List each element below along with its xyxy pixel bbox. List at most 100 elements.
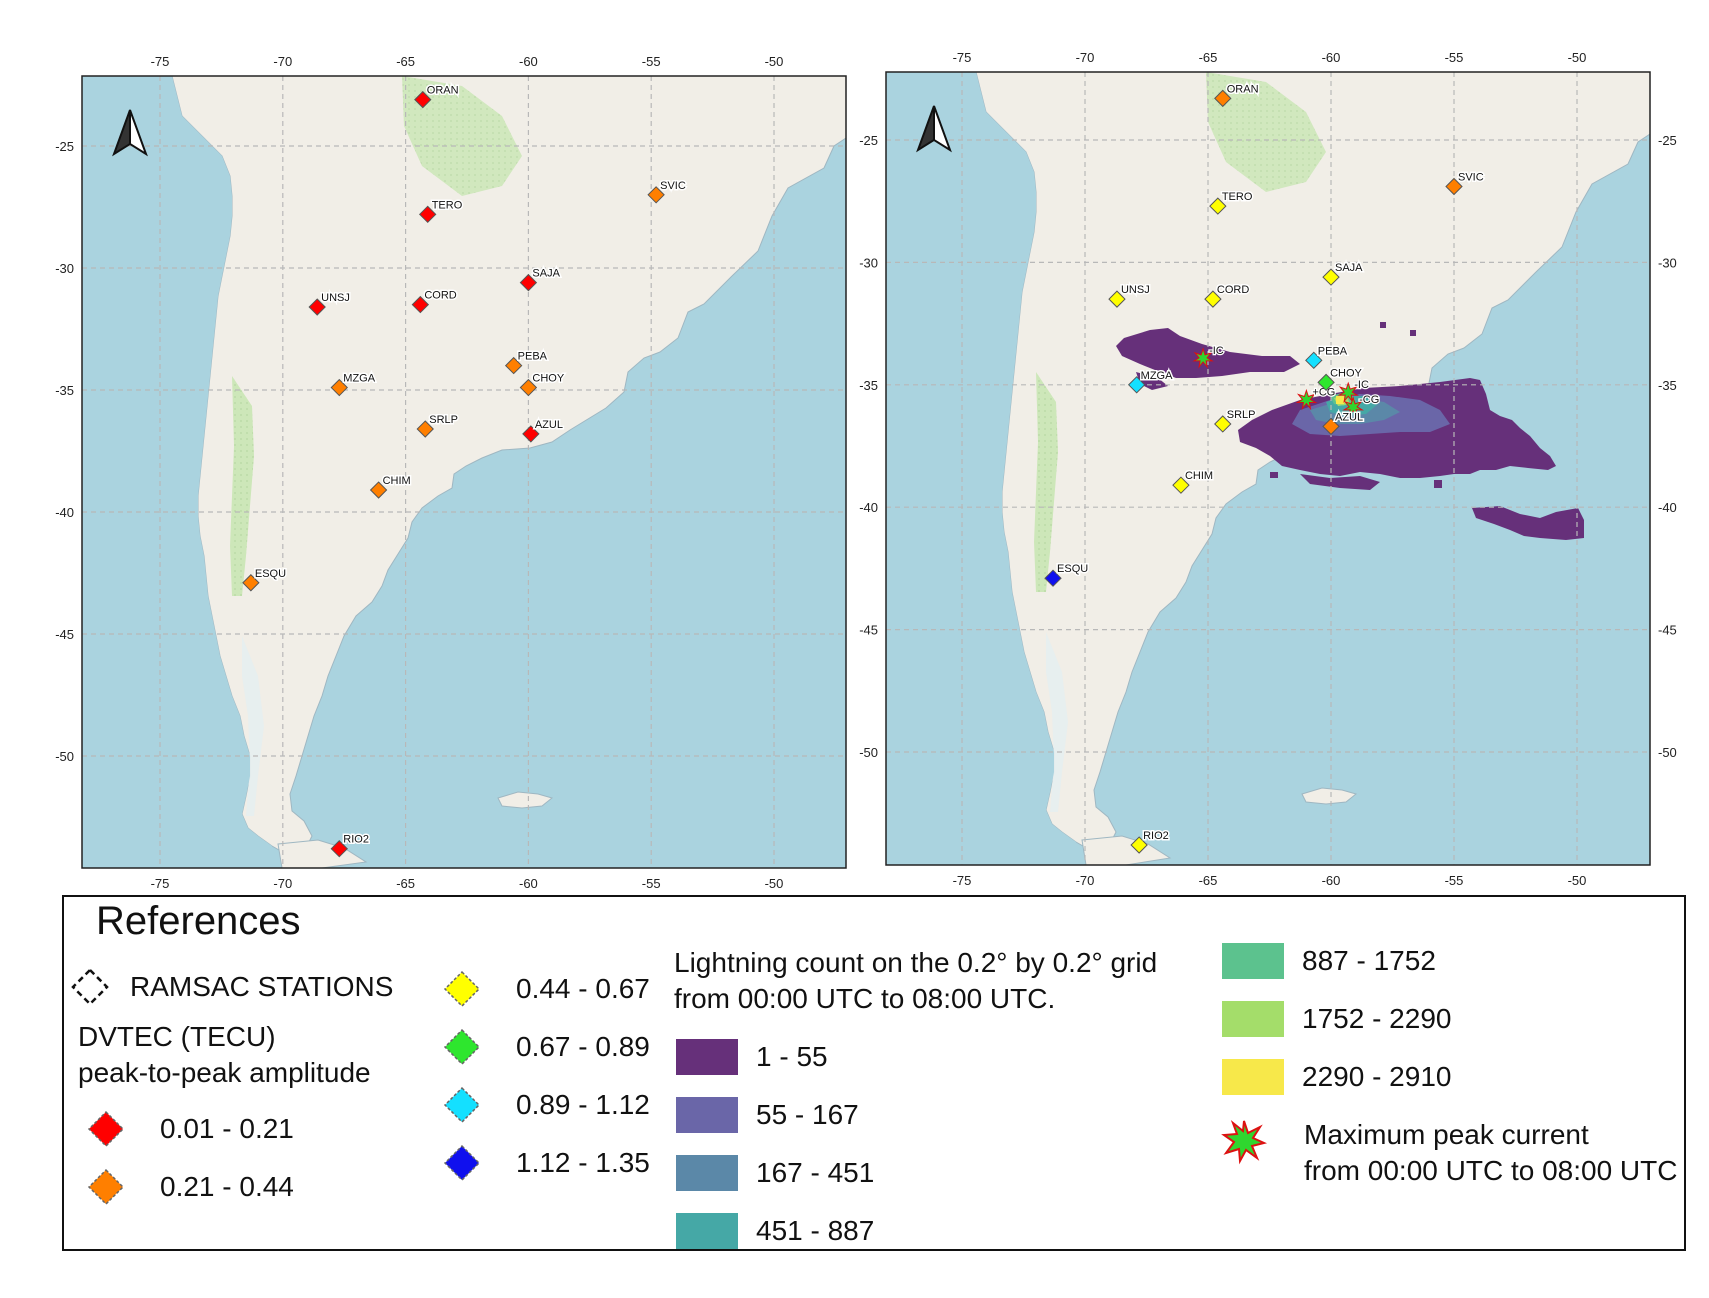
peak-current-star-icon	[1192, 347, 1214, 369]
station-diamond-icon	[1108, 290, 1126, 308]
station-diamond-icon	[522, 425, 540, 443]
station-marker[interactable]: CHIM	[1172, 469, 1215, 494]
lon-tick-label-top: -65	[396, 54, 415, 69]
dvtec-class-diamond-icon	[87, 1168, 125, 1206]
station-marker[interactable]: RIO2	[1130, 829, 1170, 854]
lightning-cells-south	[1300, 474, 1380, 490]
station-marker[interactable]: UNSJ	[1108, 283, 1151, 308]
station-diamond-icon	[1130, 836, 1148, 854]
lightning-cell	[1270, 472, 1278, 478]
north-arrow-icon	[916, 105, 952, 153]
lon-tick-label-bottom: -50	[1568, 873, 1587, 888]
andes-forest	[1034, 372, 1058, 592]
station-marker[interactable]: CHIM	[369, 474, 412, 499]
station-marker[interactable]: SRLP	[1214, 407, 1257, 433]
station-marker[interactable]: ESQU	[1044, 562, 1090, 587]
station-label: MZGA	[1141, 370, 1173, 382]
stations-left: ORAN TERO SVIC SAJA UNSJ CORD PEBA MZGA CHOY SRLP…	[242, 83, 687, 858]
lon-tick-label-top: -50	[1568, 50, 1587, 65]
peak-current-star-icon	[1342, 396, 1364, 418]
station-marker[interactable]: TERO	[418, 198, 464, 224]
station-marker[interactable]: AZUL	[522, 417, 564, 443]
peak-current-label: -IC	[1209, 345, 1224, 357]
station-marker[interactable]: TERO	[1209, 190, 1254, 215]
lat-tick-label-left: -25	[55, 139, 74, 154]
lightning-class-swatch	[676, 1213, 738, 1249]
dvtec-subtitle: peak-to-peak amplitude	[78, 1057, 371, 1088]
dvtec-class-diamond-icon	[443, 1028, 481, 1066]
station-marker[interactable]: CHOY	[1317, 366, 1364, 392]
station-marker[interactable]: RIO2	[330, 832, 370, 858]
legend-title: References	[96, 899, 301, 943]
lon-tick-label-top: -65	[1199, 50, 1218, 65]
station-marker[interactable]: CHOY	[519, 371, 566, 397]
lon-tick-label-bottom: -55	[642, 876, 661, 891]
station-label: ORAN	[1227, 83, 1259, 95]
lightning-cell	[1410, 330, 1416, 336]
dvtec-class-label: 0.89 - 1.12	[516, 1089, 650, 1120]
station-label: ESQU	[255, 568, 286, 580]
station-marker[interactable]: CORD	[411, 288, 458, 314]
station-diamond-icon	[330, 840, 348, 858]
dvtec-class-diamond-icon	[87, 1110, 125, 1148]
station-diamond-icon	[519, 273, 538, 292]
peak-current-star-icon	[1295, 388, 1318, 411]
lat-tick-label-left: -50	[55, 749, 74, 764]
station-label: MZGA	[343, 373, 375, 385]
peak-current-label: -CG	[1359, 394, 1379, 406]
station-label: CHIM	[1185, 470, 1213, 482]
lon-tick-label-bottom: -75	[151, 876, 170, 891]
station-label: SAJA	[532, 268, 560, 280]
falkland-islands	[1301, 787, 1358, 805]
station-diamond-icon	[308, 298, 326, 316]
station-marker[interactable]: SVIC	[1445, 170, 1485, 196]
peak-current-markers: -IC +CG -IC -CG	[1192, 344, 1381, 418]
dvtec-class-label: 1.12 - 1.35	[516, 1147, 650, 1178]
station-diamond-icon	[647, 186, 665, 204]
lon-tick-label-top: -60	[519, 54, 538, 69]
station-label: ORAN	[427, 85, 459, 97]
station-marker[interactable]: PEBA	[504, 349, 549, 375]
station-marker[interactable]: MZGA	[1127, 368, 1175, 394]
station-marker[interactable]: AZUL	[1322, 410, 1365, 436]
station-marker[interactable]: PEBA	[1305, 344, 1349, 370]
lon-tick-label-top: -60	[1322, 50, 1341, 65]
lon-tick-label-bottom: -70	[273, 876, 292, 891]
station-marker[interactable]: MZGA	[330, 371, 377, 397]
station-marker[interactable]: ORAN	[414, 83, 460, 109]
lat-tick-label-left: -25	[859, 133, 878, 148]
map-panel-left: -75 -75 -70 -70 -65 -65 -60 -60 -55 -55 -50 -50 -25 -…	[55, 54, 847, 891]
pacific-coast-ocean	[886, 72, 1082, 865]
lat-tick-label-right: -25	[1658, 133, 1677, 148]
patagonia-ice	[242, 636, 264, 816]
lon-tick-label-bottom: -60	[1322, 873, 1341, 888]
chaco-forest	[402, 76, 522, 196]
station-marker[interactable]: SRLP	[416, 413, 459, 438]
lat-tick-label-left: -35	[55, 383, 74, 398]
axis-ticks-left: -75 -75 -70 -70 -65 -65 -60 -60 -55 -55 -50 -50 -25 -…	[55, 54, 783, 891]
lat-tick-label-right: -45	[1658, 623, 1677, 638]
dvtec-class-diamond-icon	[443, 1086, 481, 1124]
station-marker[interactable]: SVIC	[647, 178, 687, 204]
station-label: SRLP	[429, 414, 458, 426]
andes-forest	[230, 376, 254, 596]
lightning-class-swatch	[1222, 1059, 1284, 1095]
station-diamond-icon	[1209, 197, 1227, 215]
station-marker[interactable]: SAJA	[1322, 261, 1365, 286]
lon-tick-label-bottom: -60	[519, 876, 538, 891]
station-label: SAJA	[1335, 262, 1363, 274]
station-marker[interactable]: SAJA	[519, 266, 562, 292]
station-label: ESQU	[1057, 563, 1088, 575]
lon-tick-label-bottom: -55	[1445, 873, 1464, 888]
dvtec-class-diamond-icon	[443, 1144, 481, 1182]
lat-tick-label-left: -45	[859, 623, 878, 638]
peak-current-label: +CG	[1312, 386, 1335, 398]
station-diamond-icon	[1204, 290, 1222, 308]
station-marker[interactable]: ORAN	[1214, 82, 1260, 108]
station-marker[interactable]: CORD	[1204, 283, 1251, 308]
station-marker[interactable]: ESQU	[242, 566, 288, 592]
lightning-cell	[1434, 480, 1442, 488]
maps-figure: -75 -75 -70 -70 -65 -65 -60 -60 -55 -55 -50 -50 -25 -…	[55, 50, 1677, 891]
station-marker[interactable]: UNSJ	[308, 291, 351, 316]
lightning-class-label: 451 - 887	[756, 1215, 875, 1246]
